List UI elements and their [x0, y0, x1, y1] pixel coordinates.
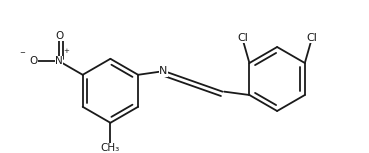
- Text: O: O: [55, 31, 63, 41]
- Text: Cl: Cl: [237, 33, 248, 43]
- Text: Cl: Cl: [306, 33, 317, 43]
- Text: N: N: [55, 56, 63, 66]
- Text: O: O: [30, 56, 38, 66]
- Text: CH₃: CH₃: [101, 143, 120, 153]
- Text: N: N: [159, 66, 168, 76]
- Text: +: +: [64, 48, 70, 54]
- Text: −: −: [19, 50, 25, 56]
